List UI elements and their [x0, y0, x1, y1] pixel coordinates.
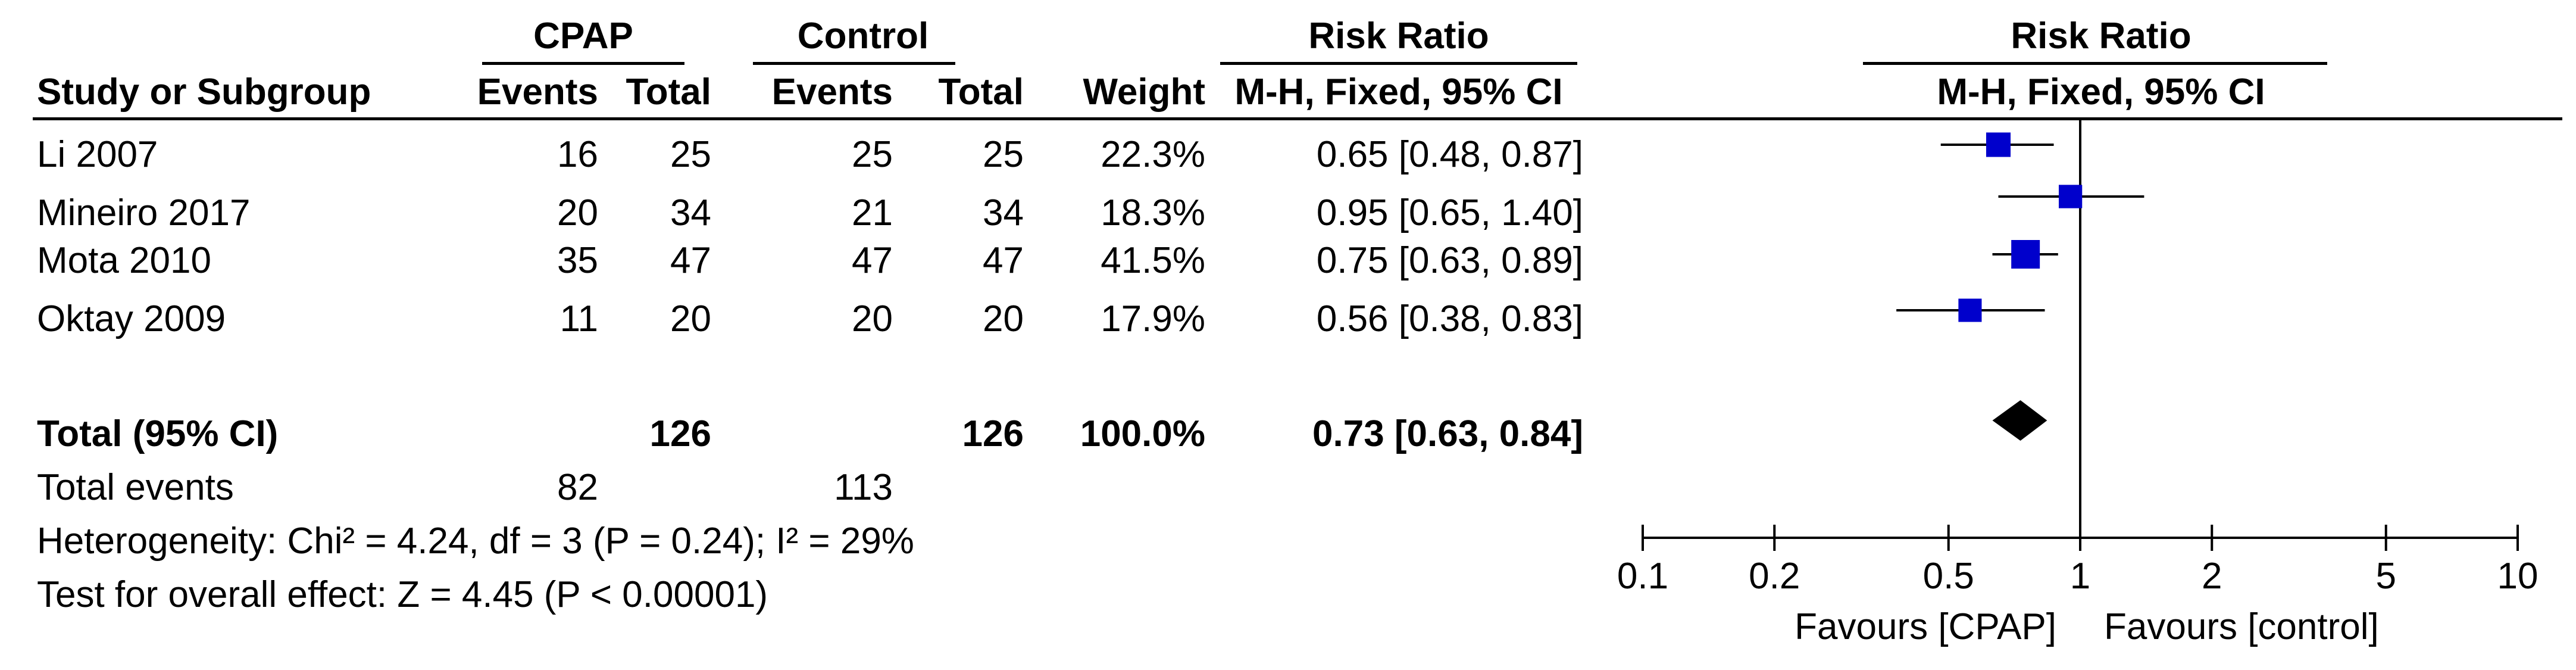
risk-ratio-ci: 0.75 [0.63, 0.89] [1316, 240, 1583, 281]
risk-ratio-ci: 0.56 [0.38, 0.83] [1316, 298, 1583, 339]
weight: 18.3% [1101, 192, 1205, 233]
events-control: 20 [852, 298, 893, 339]
total-cpap: 47 [670, 240, 711, 281]
study-square [1986, 132, 2011, 157]
events-cpap: 20 [557, 192, 598, 233]
x-tick-label: 0.5 [1923, 556, 1974, 597]
events-control: 47 [852, 240, 893, 281]
weight: 22.3% [1101, 134, 1205, 175]
total-cpap: 126 [649, 413, 711, 454]
x-tick-label: 0.1 [1617, 556, 1668, 597]
total-weight: 100.0% [1080, 413, 1205, 454]
pooled-diamond [1992, 400, 2047, 441]
favours-cpap-label: Favours [CPAP] [1795, 606, 2056, 647]
weight: 41.5% [1101, 240, 1205, 281]
events-cpap: 35 [557, 240, 598, 281]
x-tick-label: 0.2 [1749, 556, 1800, 597]
column-header-risk-ratio: Risk Ratio [1308, 15, 1489, 57]
x-tick-label: 2 [2202, 556, 2222, 597]
total-cpap: 25 [670, 134, 711, 175]
table-header-rule [33, 117, 2562, 120]
plot-header-method: M-H, Fixed, 95% CI [1937, 71, 2265, 113]
total-events-label: Total events [37, 467, 234, 508]
cpap-header-rule [482, 62, 684, 65]
total-control: 20 [983, 298, 1024, 339]
x-tick-label: 10 [2497, 556, 2539, 597]
risk-ratio-ci: 0.65 [0.48, 0.87] [1316, 134, 1583, 175]
column-header-total-control: Total [938, 71, 1024, 113]
column-header-study: Study or Subgroup [37, 71, 371, 113]
study-square [2058, 185, 2083, 208]
favours-control-label: Favours [control] [2104, 606, 2379, 647]
total-cpap: 34 [670, 192, 711, 233]
column-header-events-control: Events [771, 71, 893, 113]
study-name: Mineiro 2017 [37, 192, 251, 233]
total-label: Total (95% CI) [37, 413, 279, 454]
plot-header-risk-ratio: Risk Ratio [2011, 15, 2192, 57]
total-events-control: 113 [834, 467, 893, 508]
events-cpap: 16 [557, 134, 598, 175]
events-control: 21 [852, 192, 893, 233]
heterogeneity-text: Heterogeneity: Chi² = 4.24, df = 3 (P = … [37, 521, 914, 562]
total-control: 34 [983, 192, 1024, 233]
x-tick-label: 5 [2376, 556, 2396, 597]
study-name: Mota 2010 [37, 240, 211, 281]
column-header-total-cpap: Total [626, 71, 712, 113]
total-cpap: 20 [670, 298, 711, 339]
study-name: Oktay 2009 [37, 298, 226, 339]
column-header-events-cpap: Events [477, 71, 598, 113]
total-risk-ratio-ci: 0.73 [0.63, 0.84] [1312, 413, 1583, 454]
study-square [2011, 240, 2040, 269]
study-square [1958, 298, 1982, 322]
column-header-method: M-H, Fixed, 95% CI [1234, 71, 1563, 113]
group-header-cpap: CPAP [533, 15, 633, 57]
events-cpap: 11 [559, 298, 598, 339]
column-header-weight: Weight [1083, 71, 1206, 113]
risk-ratio-header-rule [1220, 62, 1577, 65]
risk-ratio-ci: 0.95 [0.65, 1.40] [1316, 192, 1583, 233]
overall-effect-text: Test for overall effect: Z = 4.45 (P < 0… [37, 574, 768, 615]
total-control: 25 [983, 134, 1024, 175]
control-header-rule [753, 62, 955, 65]
total-events-cpap: 82 [557, 467, 598, 508]
group-header-control: Control [797, 15, 929, 57]
total-control: 47 [983, 240, 1024, 281]
plot-header-rule [1863, 62, 2327, 65]
x-tick-label: 1 [2070, 556, 2090, 597]
events-control: 25 [852, 134, 893, 175]
study-name: Li 2007 [37, 134, 158, 175]
weight: 17.9% [1101, 298, 1205, 339]
total-control: 126 [962, 413, 1024, 454]
